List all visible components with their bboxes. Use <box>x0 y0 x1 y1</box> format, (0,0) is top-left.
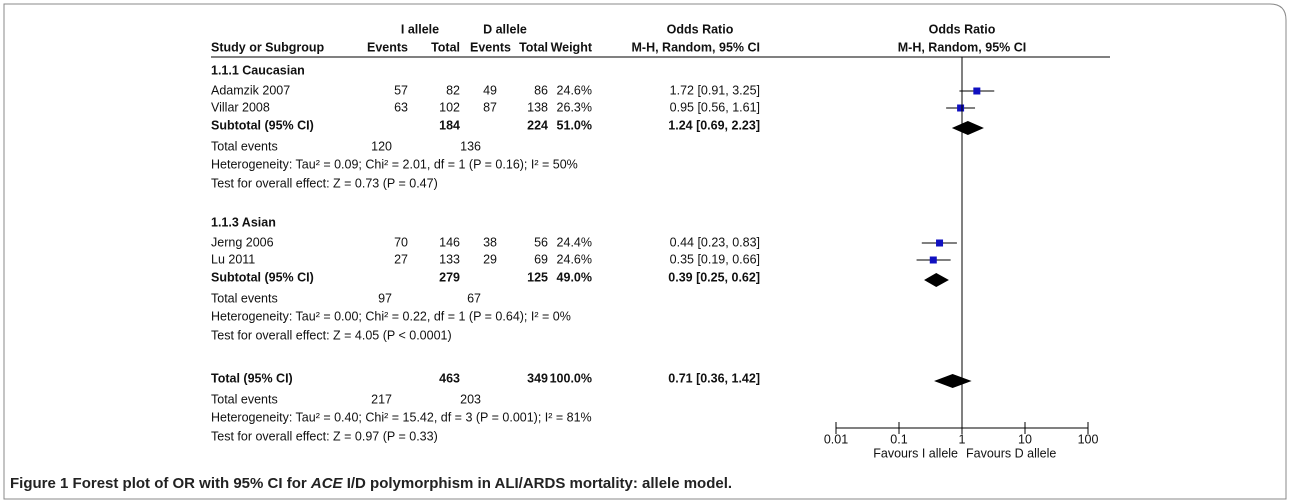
header: M-H, Random, 95% CI <box>898 40 1027 54</box>
overall-effect-test: Test for overall effect: Z = 0.73 (P = 0… <box>211 176 438 190</box>
events: 29 <box>483 252 497 266</box>
favours-label: Favours I allele <box>873 446 958 460</box>
events: 70 <box>394 235 408 249</box>
total: 138 <box>527 100 548 114</box>
subtotal-total: 349 <box>527 371 548 385</box>
subtotal-label: Subtotal (95% CI) <box>211 270 314 284</box>
header: Study or Subgroup <box>211 40 325 54</box>
weight: 24.4% <box>557 235 592 249</box>
odds-ratio: 1.72 [0.91, 3.25] <box>670 83 760 97</box>
odds-ratio: 0.95 [0.56, 1.61] <box>670 100 760 114</box>
subtotal-weight: 51.0% <box>557 118 592 132</box>
subtotal-label: Subtotal (95% CI) <box>211 118 314 132</box>
header: Events <box>470 40 511 54</box>
events: 38 <box>483 235 497 249</box>
study-name: Villar 2008 <box>211 100 270 114</box>
events: 87 <box>483 100 497 114</box>
events: 27 <box>394 252 408 266</box>
x-tick-label: 0.01 <box>824 432 848 446</box>
subtotal-or: 0.71 [0.36, 1.42] <box>668 371 760 385</box>
subtotal-weight: 49.0% <box>557 270 592 284</box>
total-events: 97 <box>378 291 392 305</box>
total-events-label: Total events <box>211 139 278 153</box>
subtotal-total: 184 <box>439 118 460 132</box>
study-name: Lu 2011 <box>211 252 255 266</box>
study-name: Adamzik 2007 <box>211 83 290 97</box>
x-tick-label: 1 <box>959 432 966 446</box>
header: D allele <box>483 22 527 36</box>
overall-effect-test: Test for overall effect: Z = 4.05 (P < 0… <box>211 328 452 342</box>
total-events: 136 <box>460 139 481 153</box>
study-square <box>929 256 937 264</box>
subtotal-or: 1.24 [0.69, 2.23] <box>668 118 760 132</box>
total-events: 67 <box>467 291 481 305</box>
subtotal-or: 0.39 [0.25, 0.62] <box>668 270 760 284</box>
study-square <box>957 104 965 112</box>
total: 133 <box>439 252 460 266</box>
pooled-diamond <box>951 121 984 135</box>
header: Total <box>519 40 548 54</box>
weight: 24.6% <box>557 83 592 97</box>
total-events-label: Total events <box>211 291 278 305</box>
heterogeneity: Heterogeneity: Tau² = 0.40; Chi² = 15.42… <box>211 410 592 424</box>
study-square <box>973 87 981 95</box>
total-events-label: Total events <box>211 392 278 406</box>
caption-italic: ACE <box>310 475 344 492</box>
subtotal-total: 279 <box>439 270 460 284</box>
group-title: 1.1.1 Caucasian <box>211 63 305 77</box>
subtotal-total: 224 <box>527 118 548 132</box>
caption-label: Figure 1 <box>10 475 68 492</box>
pooled-diamond <box>924 273 949 287</box>
caption-text: I/D polymorphism in ALI/ARDS mortality: … <box>343 475 733 492</box>
header: Weight <box>551 40 593 54</box>
x-tick-label: 0.1 <box>890 432 907 446</box>
weight: 24.6% <box>557 252 592 266</box>
subtotal-label: Total (95% CI) <box>211 371 293 385</box>
study-name: Jerng 2006 <box>211 235 274 249</box>
group-title: 1.1.3 Asian <box>211 215 276 229</box>
overall-effect-test: Test for overall effect: Z = 0.97 (P = 0… <box>211 429 438 443</box>
total: 69 <box>534 252 548 266</box>
events: 49 <box>483 83 497 97</box>
total: 56 <box>534 235 548 249</box>
header: Events <box>367 40 408 54</box>
study-square <box>936 239 944 247</box>
header: Odds Ratio <box>929 22 996 36</box>
header: Odds Ratio <box>667 22 734 36</box>
odds-ratio: 0.35 [0.19, 0.66] <box>670 252 760 266</box>
pooled-diamond <box>934 374 972 388</box>
events: 57 <box>394 83 408 97</box>
weight: 26.3% <box>557 100 592 114</box>
x-tick-label: 10 <box>1018 432 1032 446</box>
total-events: 203 <box>460 392 481 406</box>
heterogeneity: Heterogeneity: Tau² = 0.09; Chi² = 2.01,… <box>211 157 578 171</box>
total: 102 <box>439 100 460 114</box>
header: M-H, Random, 95% CI <box>632 40 761 54</box>
subtotal-weight: 100.0% <box>550 371 592 385</box>
total-events: 120 <box>371 139 392 153</box>
total-events: 217 <box>371 392 392 406</box>
frame <box>3 3 1287 500</box>
total: 86 <box>534 83 548 97</box>
odds-ratio: 0.44 [0.23, 0.83] <box>670 235 760 249</box>
events: 63 <box>394 100 408 114</box>
caption: Figure 1 Forest plot of OR with 95% CI f… <box>10 475 732 492</box>
x-tick-label: 100 <box>1078 432 1099 446</box>
heterogeneity: Heterogeneity: Tau² = 0.00; Chi² = 0.22,… <box>211 309 571 323</box>
caption-text: Forest plot of OR with 95% CI for <box>68 475 311 492</box>
total: 146 <box>439 235 460 249</box>
favours-label: Favours D allele <box>966 446 1056 460</box>
header: I allele <box>401 22 439 36</box>
total: 82 <box>446 83 460 97</box>
subtotal-total: 463 <box>439 371 460 385</box>
header: Total <box>431 40 460 54</box>
subtotal-total: 125 <box>527 270 548 284</box>
